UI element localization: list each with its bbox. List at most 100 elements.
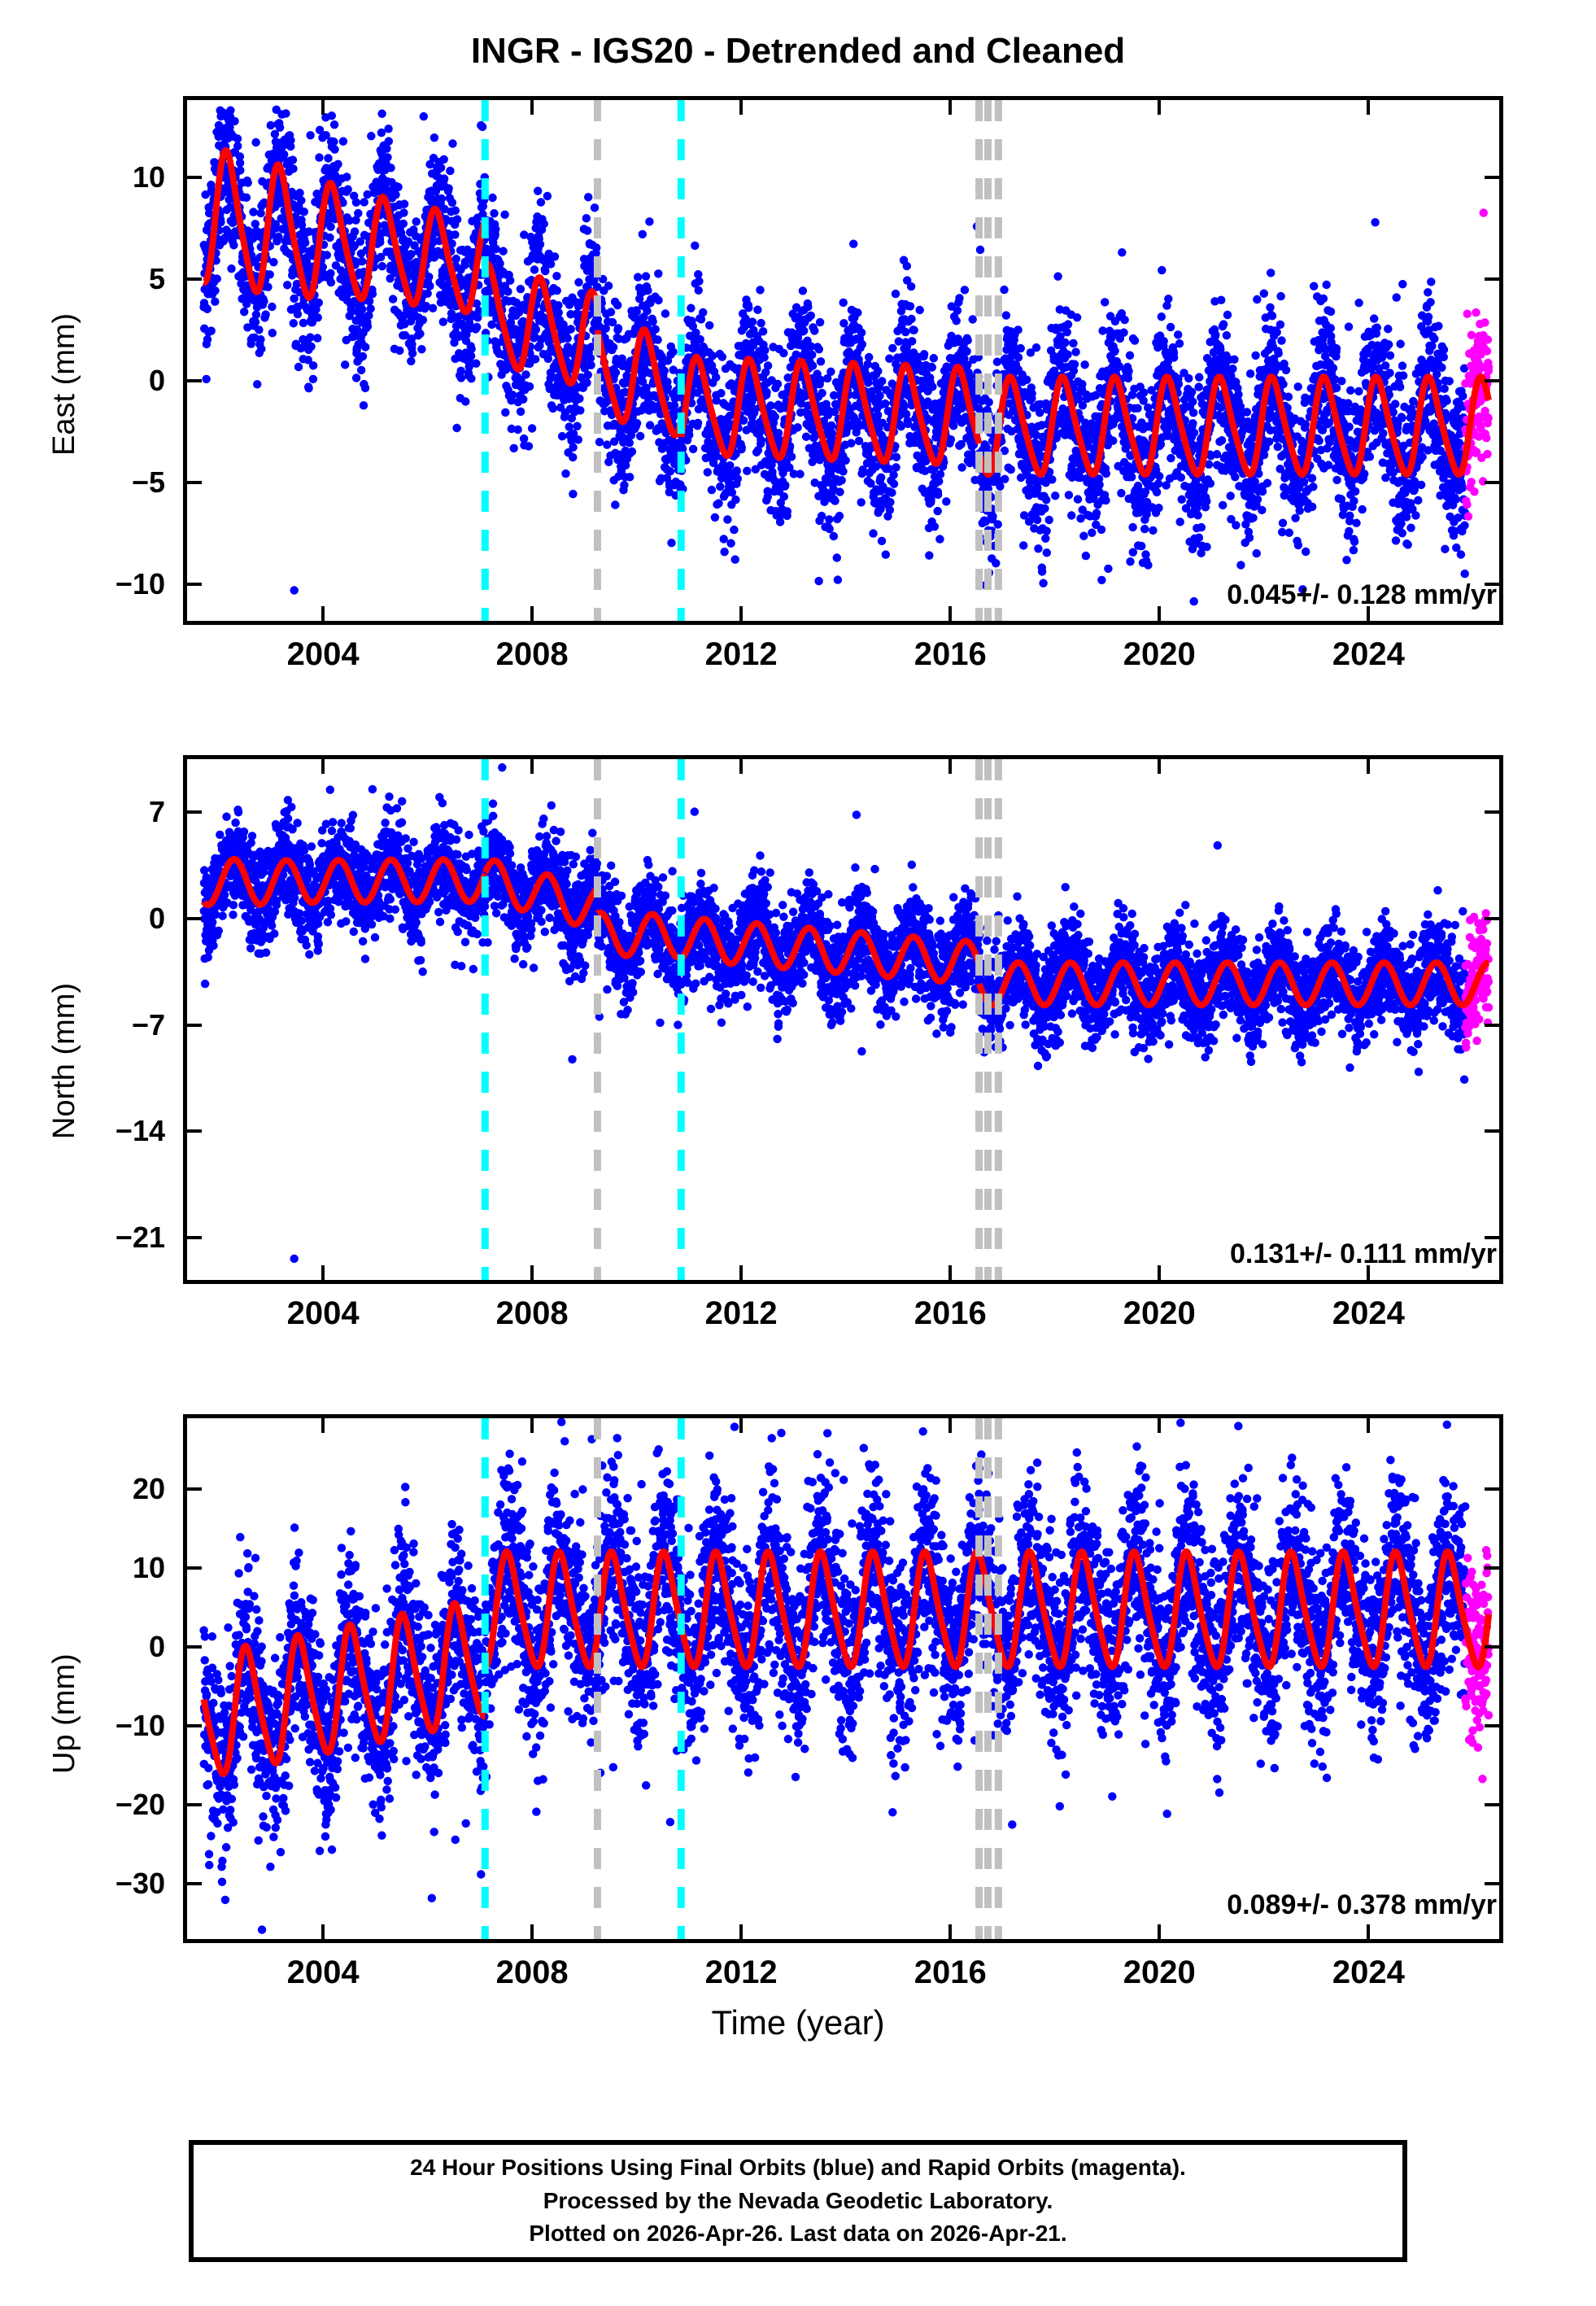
xtick-mark-top [321, 100, 325, 115]
ytick-mark-right [1485, 1803, 1499, 1807]
xtick-label: 2020 [1123, 636, 1196, 672]
xtick-mark [321, 1265, 325, 1280]
xtick-mark-top [1158, 759, 1162, 774]
xtick-label: 2012 [704, 636, 778, 672]
model-fit-segment [678, 353, 983, 467]
xtick-label: 2020 [1123, 1954, 1196, 1990]
ytick-label: 10 [132, 160, 165, 194]
xtick-mark [1367, 1265, 1371, 1280]
xtick-mark [948, 606, 953, 621]
model-fit-line [200, 146, 1492, 478]
xtick-mark-top [948, 1418, 953, 1433]
xtick-label: 2024 [1332, 636, 1405, 672]
xtick-mark-top [948, 759, 953, 774]
ytick-mark [187, 810, 202, 815]
ytick-label: 7 [148, 795, 165, 829]
data-layer-east [199, 100, 1494, 621]
xtick-label: 2012 [704, 1295, 778, 1331]
xtick-label: 2008 [495, 1954, 569, 1990]
ytick-mark-right [1485, 1882, 1499, 1886]
model-fit-segment [975, 959, 1492, 1009]
ytick-mark-right [1485, 810, 1499, 815]
ytick-mark [187, 1129, 202, 1133]
model-fit-segment [200, 146, 488, 316]
ytick-label: −30 [115, 1867, 165, 1901]
ytick-mark-right [1485, 1487, 1499, 1491]
xtick-mark [1158, 1924, 1162, 1939]
ytick-mark [187, 916, 202, 920]
ytick-label: −7 [131, 1007, 165, 1042]
ytick-mark-right [1485, 583, 1499, 586]
plot-area-up [183, 1414, 1503, 1943]
yaxis-title-east: East (mm) [47, 312, 81, 456]
xtick-mark-top [739, 1418, 743, 1433]
rate-annotation-east: 0.045+/- 0.128 mm/yr [1227, 579, 1497, 610]
ytick-mark-right [1485, 1724, 1499, 1728]
xtick-label: 2016 [914, 1295, 987, 1331]
xtick-mark [530, 1265, 534, 1280]
final-orbit-points [199, 1418, 1470, 1934]
xtick-mark [948, 1924, 953, 1939]
ytick-label: −5 [131, 465, 165, 499]
panel-north [183, 755, 1503, 1284]
yaxis-title-up: Up (mm) [47, 1653, 81, 1774]
plot-area-east [183, 96, 1503, 625]
ytick-mark [187, 1645, 202, 1649]
ytick-mark [187, 1023, 202, 1027]
ytick-label: 0 [148, 364, 165, 397]
rate-annotation-up: 0.089+/- 0.378 mm/yr [1227, 1889, 1497, 1920]
ytick-label: 20 [132, 1472, 165, 1506]
xtick-mark-top [739, 100, 743, 115]
xtick-label: 2024 [1332, 1954, 1405, 1990]
model-fit-segment [200, 1600, 488, 1777]
ytick-mark [187, 277, 202, 281]
ytick-label: −20 [115, 1788, 165, 1822]
ytick-mark [187, 583, 202, 586]
ytick-mark [187, 1487, 202, 1491]
ytick-mark [187, 1882, 202, 1886]
ytick-mark [187, 1803, 202, 1807]
xtick-label: 2016 [914, 636, 987, 672]
ytick-mark-right [1485, 481, 1499, 484]
ytick-mark [187, 379, 202, 382]
ytick-mark [187, 481, 202, 484]
model-fit-segment [200, 855, 488, 908]
xtick-mark [739, 606, 743, 621]
xtick-mark-top [530, 100, 534, 115]
xtick-label: 2004 [286, 1295, 360, 1331]
final-orbit-points [199, 763, 1470, 1264]
xtick-mark-top [1158, 100, 1162, 115]
xtick-mark-top [739, 759, 743, 774]
ytick-mark-right [1485, 1645, 1499, 1649]
xtick-label: 2008 [495, 636, 569, 672]
xtick-label: 2008 [495, 1295, 569, 1331]
model-fit-segment [482, 260, 601, 387]
model-fit-segment [482, 857, 601, 928]
xtick-mark-top [530, 1418, 534, 1433]
yaxis-title-north: North (mm) [47, 982, 81, 1139]
ytick-mark-right [1485, 379, 1499, 382]
ytick-mark-right [1485, 1566, 1499, 1570]
footer-line-1: 24 Hour Positions Using Final Orbits (bl… [410, 2155, 1186, 2181]
xtick-mark-top [1158, 1418, 1162, 1433]
data-layer-north [199, 759, 1494, 1280]
xtick-label: 2004 [286, 636, 360, 672]
xtick-mark [739, 1265, 743, 1280]
model-fit-segment [975, 373, 1492, 478]
xtick-mark [739, 1924, 743, 1939]
xtick-mark [1367, 1924, 1371, 1939]
ytick-mark [187, 176, 202, 179]
xtick-mark [948, 1265, 953, 1280]
ytick-mark [187, 1235, 202, 1239]
footer-line-3: Plotted on 2026-Apr-26. Last data on 202… [529, 2221, 1067, 2247]
xtick-mark-top [1367, 1418, 1371, 1433]
xtick-label: 2004 [286, 1954, 360, 1990]
model-fit-segment [594, 909, 684, 961]
ytick-label: 5 [148, 262, 165, 295]
ytick-mark-right [1485, 1129, 1499, 1133]
footer-note-box: 24 Hour Positions Using Final Orbits (bl… [189, 2140, 1407, 2262]
xtick-mark-top [948, 100, 953, 115]
rate-annotation-north: 0.131+/- 0.111 mm/yr [1230, 1238, 1497, 1269]
ytick-mark-right [1485, 916, 1499, 920]
